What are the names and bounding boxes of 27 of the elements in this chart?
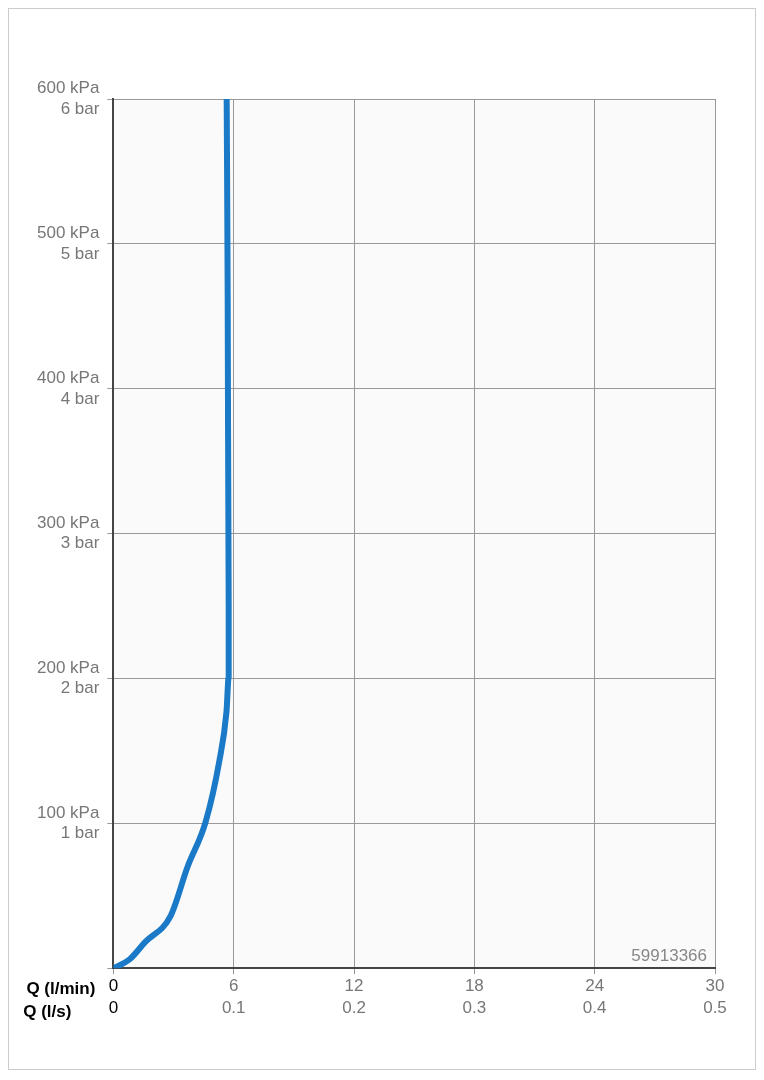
x2-tick-label: 0.4 [582,998,607,1018]
y2-tick-label: 3 bar [60,533,100,553]
y2-tick-label: 2 bar [60,678,100,698]
y-tick-label: 100 kPa [36,802,100,822]
x2-tick-label: 0.1 [221,998,246,1018]
x2-tick-label: 0.3 [462,998,487,1018]
x-tick-label: 0 [108,976,119,996]
x-tick-label: 24 [585,976,605,996]
y-tick-label: 400 kPa [36,368,100,388]
x-axis-title: Q (l/min) [26,978,96,998]
y2-tick-label: 6 bar [60,98,100,118]
x2-tick-label: 0.2 [342,998,366,1018]
y-tick-label: 300 kPa [36,513,100,533]
x-tick-label: 18 [464,976,484,996]
x2-axis-title: Q (l/s) [23,1002,72,1022]
x-tick-label: 6 [228,976,239,996]
y-tick-label: 500 kPa [36,223,100,243]
y2-tick-label: 5 bar [60,243,100,263]
y-tick-label: 600 kPa [36,78,100,98]
x-tick-label: 30 [705,976,725,996]
x2-tick-label: 0.5 [703,998,727,1018]
x2-tick-label: 0 [108,998,119,1018]
y2-tick-label: 4 bar [60,388,100,408]
y-tick-label: 200 kPa [36,657,100,677]
annotation: 59913366 [631,946,707,966]
x-tick-label: 12 [344,976,364,996]
y2-tick-label: 1 bar [60,823,100,843]
